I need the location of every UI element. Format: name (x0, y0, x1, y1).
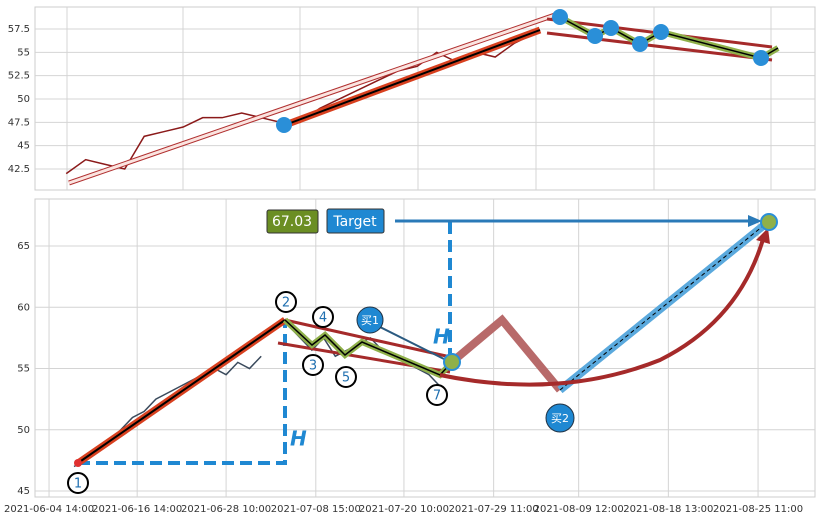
x-tick-label: 2021-08-09 12:00 (534, 504, 624, 515)
point-label: 3 (309, 359, 317, 374)
x-tick-label: 2021-06-16 14:00 (92, 504, 182, 515)
y-tick-label: 55 (17, 364, 30, 375)
y-tick-label: 50 (17, 94, 30, 105)
top-annotations (68, 9, 780, 186)
point-label: 5 (342, 371, 350, 386)
y-tick-label: 60 (17, 302, 30, 313)
x-tick-label: 2021-08-25 11:00 (713, 504, 803, 515)
y-tick-label: 65 (17, 241, 30, 252)
target-price: 67.03 (272, 214, 312, 230)
panel-bottom (34, 198, 816, 498)
y-tick-label: 52.5 (8, 71, 30, 82)
x-tick-label: 2021-08-18 13:00 (623, 504, 713, 515)
buy-label: 买1 (361, 314, 379, 327)
y-tick-label: 50 (17, 425, 30, 436)
point-label: 1 (74, 477, 82, 492)
height-label: H (290, 427, 307, 451)
point-label: 4 (319, 311, 327, 326)
target-label: Target (332, 214, 377, 230)
y-tick-label: 55 (17, 47, 30, 58)
x-tick-label: 2021-06-28 10:00 (181, 504, 271, 515)
bottom-annotations (67, 208, 778, 494)
height-label: H (433, 325, 450, 349)
buy-label: 买2 (551, 412, 569, 425)
x-tick-label: 2021-06-04 14:00 (4, 504, 94, 515)
point-label: 2 (282, 296, 290, 311)
point-label: 7 (433, 389, 441, 404)
x-tick-label: 2021-07-20 10:00 (359, 504, 449, 515)
y-tick-label: 57.5 (8, 24, 30, 35)
panel-top (34, 6, 816, 191)
x-tick-label: 2021-07-08 15:00 (271, 504, 361, 515)
y-tick-label: 42.5 (8, 164, 30, 175)
y-tick-label: 47.5 (8, 117, 30, 128)
y-tick-label: 45 (17, 141, 30, 152)
y-tick-label: 45 (17, 486, 30, 497)
x-tick-label: 2021-07-29 11:00 (449, 504, 539, 515)
